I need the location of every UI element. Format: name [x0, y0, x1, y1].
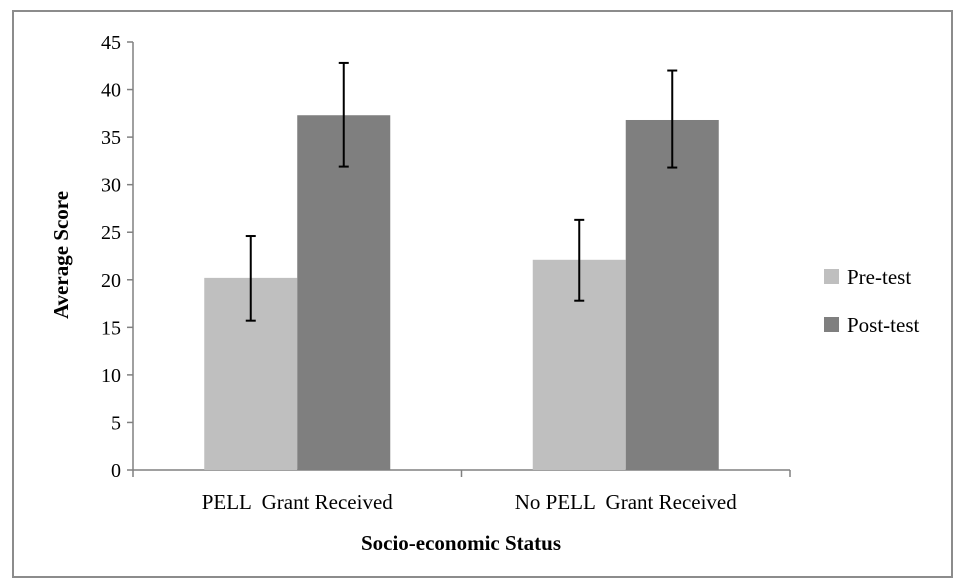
- x-category-label: No PELL Grant Received: [515, 490, 737, 514]
- y-tick-label: 5: [111, 412, 121, 434]
- y-tick-label: 20: [101, 270, 121, 292]
- y-tick-label: 10: [101, 365, 121, 387]
- legend: Pre-test Post-test: [824, 265, 920, 337]
- legend-swatch: [824, 269, 839, 284]
- y-tick-label: 25: [101, 222, 121, 244]
- y-tick-label: 40: [101, 80, 121, 102]
- y-tick-label: 45: [101, 32, 121, 54]
- x-category-label: PELL Grant Received: [202, 490, 394, 514]
- error-bars: [245, 61, 678, 322]
- bar-post-test-1: [625, 119, 719, 470]
- x-category-labels: PELL Grant Received No PELL Grant Receive…: [202, 490, 738, 514]
- legend-swatch: [824, 317, 839, 332]
- bars: [204, 115, 719, 470]
- bar-post-test-0: [297, 115, 391, 470]
- y-tick-label: 0: [111, 460, 121, 482]
- y-tick-label: 15: [101, 317, 121, 339]
- chart-frame: [12, 10, 953, 578]
- legend-label: Post-test: [847, 313, 920, 337]
- y-tick-label: 35: [101, 127, 121, 149]
- y-ticks: 0 5 10 15 20 25 30 35 40 45: [101, 32, 133, 482]
- x-axis-title: Socio-economic Status: [361, 531, 561, 555]
- legend-label: Pre-test: [847, 265, 911, 289]
- y-axis-title: Average Score: [49, 191, 73, 319]
- y-tick-label: 30: [101, 175, 121, 197]
